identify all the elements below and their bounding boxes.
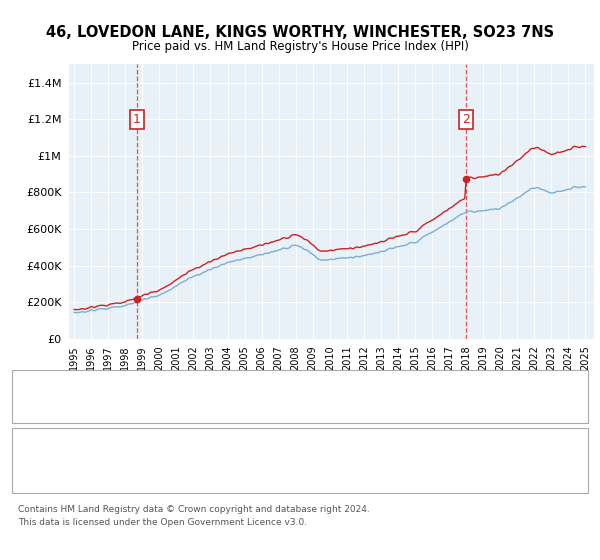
Text: 1: 1 (29, 443, 37, 453)
Text: This data is licensed under the Open Government Licence v3.0.: This data is licensed under the Open Gov… (18, 517, 307, 527)
Text: 16% ↑ HPI: 16% ↑ HPI (396, 443, 455, 453)
Text: 46, LOVEDON LANE, KINGS WORTHY, WINCHESTER, SO23 7NS (detached house): 46, LOVEDON LANE, KINGS WORTHY, WINCHEST… (66, 379, 485, 389)
Text: 21-SEP-1998: 21-SEP-1998 (78, 443, 149, 453)
Text: 10-JAN-2018: 10-JAN-2018 (78, 468, 148, 478)
Text: 34% ↑ HPI: 34% ↑ HPI (396, 468, 455, 478)
Text: Contains HM Land Registry data © Crown copyright and database right 2024.: Contains HM Land Registry data © Crown c… (18, 505, 370, 515)
Point (461, 174, 471, 183)
Text: —: — (30, 403, 46, 417)
Point (132, 294, 142, 303)
Text: 1: 1 (133, 113, 140, 126)
Text: —: — (30, 376, 46, 391)
Text: £220,000: £220,000 (252, 443, 305, 453)
Text: HPI: Average price, detached house, Winchester: HPI: Average price, detached house, Winc… (66, 405, 317, 415)
Text: 46, LOVEDON LANE, KINGS WORTHY, WINCHESTER, SO23 7NS: 46, LOVEDON LANE, KINGS WORTHY, WINCHEST… (46, 25, 554, 40)
Text: Price paid vs. HM Land Registry's House Price Index (HPI): Price paid vs. HM Land Registry's House … (131, 40, 469, 53)
Text: 2: 2 (462, 113, 470, 126)
Text: 2: 2 (29, 468, 37, 478)
Text: £875,000: £875,000 (252, 468, 305, 478)
